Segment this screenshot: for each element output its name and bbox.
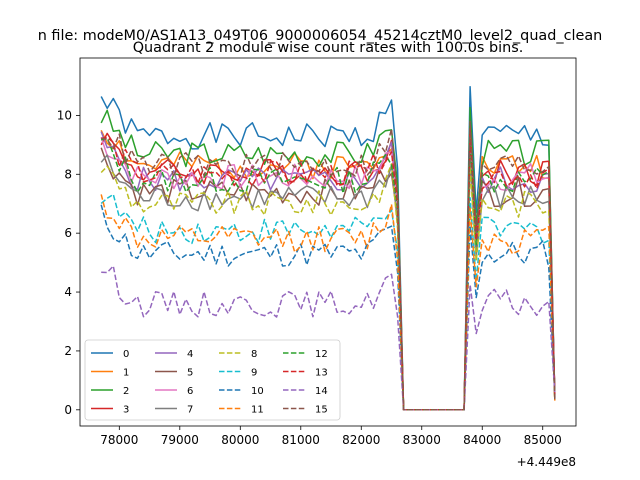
series-line-9 [100, 193, 556, 411]
y-axis: 0 2 4 6 8 10 [57, 108, 80, 417]
chart-title: Quadrant 2 module wise count rates with … [133, 40, 524, 56]
series-line-10 [100, 204, 556, 411]
series-line-14 [101, 265, 556, 411]
series-layer [100, 85, 556, 411]
series-line-13 [101, 131, 556, 411]
legend-label-4: 4 [187, 349, 193, 360]
x-tick-label: 79000 [161, 433, 199, 447]
legend-label-0: 0 [123, 349, 129, 360]
series-line-15 [101, 120, 556, 411]
series-line-5 [100, 147, 556, 411]
y-tick-label: 8 [64, 167, 72, 181]
x-tick-label: 82000 [342, 433, 380, 447]
x-tick-label: 83000 [403, 433, 441, 447]
legend-box [84, 339, 341, 421]
y-tick-label: 0 [64, 403, 72, 417]
legend-label-2: 2 [123, 386, 129, 397]
legend-label-15: 15 [315, 405, 328, 416]
series-line-8 [100, 163, 556, 411]
series-line-12 [100, 137, 556, 411]
series-line-11 [100, 194, 556, 411]
x-axis: 78000 79000 80000 81000 82000 83000 84000 85000 [100, 426, 562, 447]
x-tick-label: 81000 [282, 433, 320, 447]
x-axis-offset-label: +4.449e8 [517, 455, 576, 469]
series-line-2 [100, 106, 556, 411]
y-tick-label: 6 [64, 226, 72, 240]
legend-label-13: 13 [315, 368, 328, 379]
y-tick-label: 2 [64, 344, 72, 358]
legend-label-11: 11 [251, 405, 264, 416]
y-tick-label: 10 [57, 108, 72, 122]
plot-frame [79, 57, 577, 427]
legend-label-3: 3 [123, 405, 129, 416]
legend-label-10: 10 [251, 386, 264, 397]
series-line-7 [100, 154, 556, 411]
legend-label-9: 9 [251, 368, 257, 379]
x-tick-label: 80000 [221, 433, 259, 447]
legend-label-6: 6 [187, 386, 193, 397]
legend-label-5: 5 [187, 368, 193, 379]
x-tick-label: 84000 [463, 433, 501, 447]
legend-label-12: 12 [315, 349, 328, 360]
legend-label-8: 8 [251, 349, 257, 360]
legend-label-1: 1 [123, 368, 129, 379]
legend-label-14: 14 [315, 386, 328, 397]
x-tick-label: 85000 [524, 433, 562, 447]
legend-label-7: 7 [187, 405, 193, 416]
series-line-0 [100, 85, 556, 411]
figure-suptitle: n file: modeM0/AS1A13_049T06_9000006054_… [38, 28, 603, 44]
y-tick-label: 4 [64, 285, 72, 299]
x-tick-label: 78000 [100, 433, 138, 447]
